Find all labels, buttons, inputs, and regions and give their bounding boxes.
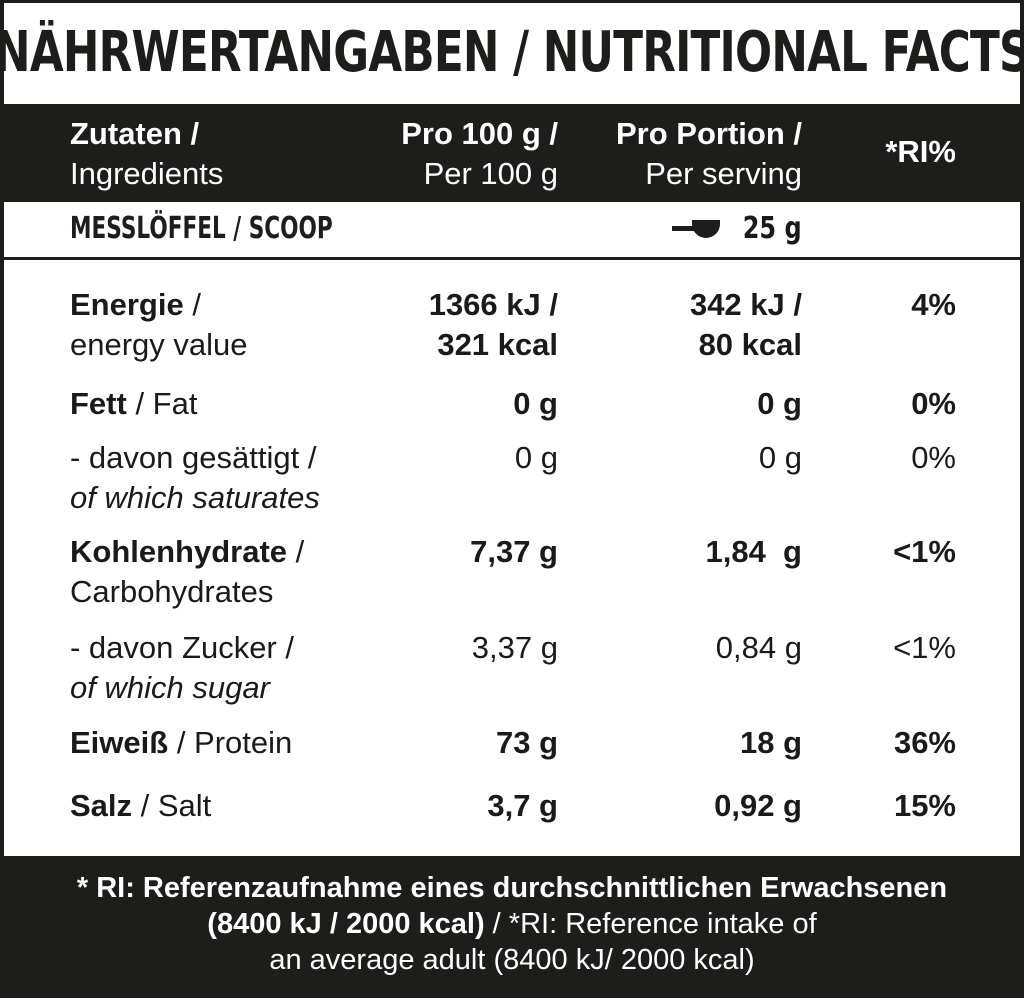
header-ingredients: Zutaten / Ingredients xyxy=(70,114,223,194)
header-per100-en: Per 100 g xyxy=(423,156,558,191)
header-serving-en: Per serving xyxy=(645,156,802,191)
row-ri: 4% xyxy=(911,287,956,322)
row-serving: 18 g xyxy=(739,725,802,760)
scoop-value: 25 g xyxy=(672,211,802,246)
header-ri: *RI% xyxy=(885,134,956,169)
row-per100: 3,7 g xyxy=(487,788,558,823)
header-per100-de: Pro 100 g / xyxy=(401,116,558,151)
header-serving: Pro Portion / Per serving xyxy=(616,114,802,194)
row-ri: <1% xyxy=(893,534,956,569)
footnote-line2: (8400 kJ / 2000 kcal) / *RI: Reference i… xyxy=(207,908,817,940)
footnote-line1: * RI: Referenzaufnahme eines durchschnit… xyxy=(76,872,948,904)
scoop-icon xyxy=(672,218,721,240)
row-name: Kohlenhydrate / Carbohydrates xyxy=(70,534,305,609)
row-per100: 3,37 g xyxy=(471,630,558,665)
row-serving: 342 kJ / 80 kcal xyxy=(689,287,802,362)
scoop-label: MESSLÖFFEL / SCOOP xyxy=(70,211,333,246)
row-name: Salz / Salt xyxy=(70,788,212,823)
scoop-value-text: 25 g xyxy=(743,211,802,246)
row-name: Energie / energy value xyxy=(70,287,248,362)
row-per100: 73 g xyxy=(495,725,558,760)
row-serving: 0,84 g xyxy=(715,630,802,665)
row-ri: 36% xyxy=(893,725,956,760)
table-header: Zutaten / Ingredients Pro 100 g / Per 10… xyxy=(0,104,1024,202)
header-per100: Pro 100 g / Per 100 g xyxy=(401,114,558,194)
row-per100: 0 g xyxy=(514,440,558,475)
row-per100: 1366 kJ / 321 kcal xyxy=(428,287,558,362)
row-per100: 0 g xyxy=(513,386,558,421)
row-serving: 0,92 g xyxy=(714,788,802,823)
row-serving: 1,84 g xyxy=(705,534,803,569)
row-per100: 7,37 g xyxy=(470,534,558,569)
page-title: NÄHRWERTANGABEN / NUTRITIONAL FACTS xyxy=(0,0,1024,104)
row-name: - davon gesättigt / of which saturates xyxy=(70,440,320,515)
row-ri: 0% xyxy=(911,440,956,475)
row-serving: 0 g xyxy=(757,386,802,421)
row-ri: <1% xyxy=(893,630,956,665)
scoop-row: MESSLÖFFEL / SCOOP 25 g xyxy=(0,202,1024,260)
header-serving-de: Pro Portion / xyxy=(616,116,802,151)
row-name: Eiweiß / Protein xyxy=(70,725,293,760)
header-ingredients-de: Zutaten / xyxy=(70,116,200,151)
title-text: NÄHRWERTANGABEN / NUTRITIONAL FACTS xyxy=(0,19,1024,85)
row-serving: 0 g xyxy=(758,440,802,475)
footnote: * RI: Referenzaufnahme eines durchschnit… xyxy=(0,856,1024,998)
row-ri: 0% xyxy=(911,386,956,421)
row-name: Fett / Fat xyxy=(70,386,198,421)
footnote-line3: an average adult (8400 kJ/ 2000 kcal) xyxy=(269,944,755,976)
row-name: - davon Zucker / of which sugar xyxy=(70,630,294,705)
row-ri: 15% xyxy=(893,788,956,823)
header-ingredients-en: Ingredients xyxy=(70,156,224,191)
